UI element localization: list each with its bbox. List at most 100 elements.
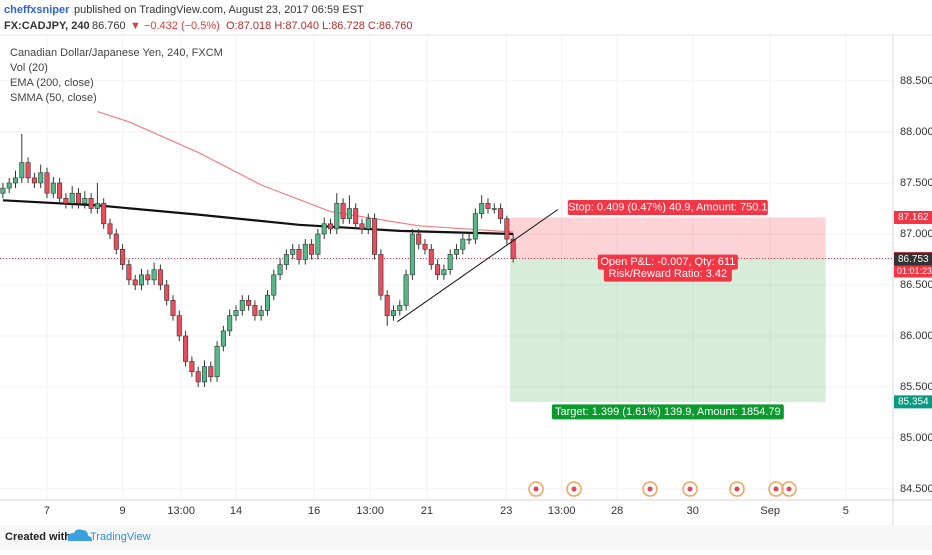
x-tick-label: 13:00 xyxy=(548,505,576,517)
candle-body xyxy=(327,223,333,230)
candle-body xyxy=(157,269,163,286)
y-tick-label: 88.500 xyxy=(900,75,932,87)
countdown: 01:01:23 xyxy=(897,266,932,276)
countdown-box xyxy=(894,265,932,278)
published-note: published on TradingView.com, August 23,… xyxy=(74,4,364,16)
candle-body xyxy=(409,233,415,276)
candle-body xyxy=(428,248,434,265)
candle-body xyxy=(201,366,207,383)
candle-body xyxy=(214,345,220,378)
candle-body xyxy=(315,233,321,255)
target-label: Target: 1.399 (1.61%) 139.9, Amount: 185… xyxy=(555,406,781,418)
pnl-label: Open P&L: -0.007, Qty: 611 xyxy=(600,256,735,268)
candle-body xyxy=(107,223,113,235)
candle-body xyxy=(353,208,359,225)
price-tag: 87.162 xyxy=(898,212,929,223)
indicator-label: Vol (20) xyxy=(10,62,48,74)
x-tick-label: 9 xyxy=(120,505,126,517)
price-tag-box xyxy=(894,210,932,224)
candle-body xyxy=(365,218,371,230)
x-tick-label: 28 xyxy=(611,505,623,517)
candle-body xyxy=(359,223,365,230)
y-tick-label: 87.500 xyxy=(900,177,932,189)
candle-body xyxy=(435,264,441,276)
candle-body xyxy=(290,248,296,255)
candle-body xyxy=(334,203,340,230)
candle-body xyxy=(138,274,144,286)
publisher[interactable]: cheffxsniper xyxy=(4,4,70,16)
candle-body xyxy=(384,294,390,316)
y-tick-label: 86.000 xyxy=(900,330,932,342)
candle-body xyxy=(510,238,516,259)
candle-body xyxy=(491,208,497,210)
event-icon xyxy=(768,481,784,497)
y-tick-label: 84.500 xyxy=(900,483,932,495)
candle-body xyxy=(264,294,270,311)
candle-body xyxy=(0,187,6,194)
candle-body xyxy=(346,208,352,219)
candle-body xyxy=(271,274,277,296)
candle-body xyxy=(120,248,126,265)
candle-body xyxy=(88,197,94,209)
candle-body xyxy=(485,203,491,209)
indicator-line xyxy=(97,111,514,233)
candle-body xyxy=(296,248,302,260)
candle-body xyxy=(252,305,258,316)
candle-body xyxy=(378,254,384,296)
candle-body xyxy=(82,197,88,204)
target-label-box xyxy=(551,404,784,420)
candle-body xyxy=(164,284,170,301)
candle-body xyxy=(12,177,19,184)
stop-label-box xyxy=(567,199,768,215)
candle-body xyxy=(208,366,214,378)
brand-name[interactable]: TradingView xyxy=(90,531,151,543)
x-tick-label: 13:00 xyxy=(356,505,384,517)
candle-body xyxy=(69,192,75,204)
candle-body xyxy=(277,264,283,276)
candle-body xyxy=(504,218,510,240)
x-tick-label: 7 xyxy=(44,505,50,517)
candle-body xyxy=(453,248,459,255)
plot: Stop: 0.409 (0.47%) 40.9, Amount: 750.1 O… xyxy=(0,111,893,420)
price-tag: 86.753 xyxy=(898,254,929,265)
candle-body xyxy=(94,203,100,209)
candle-body xyxy=(460,238,466,250)
candle-body xyxy=(57,182,63,199)
candle-body xyxy=(195,371,201,383)
candle-body xyxy=(19,162,25,179)
brand-logo xyxy=(67,529,92,541)
trend-line xyxy=(397,209,559,323)
event-icon xyxy=(781,481,797,497)
pnl-label-box xyxy=(597,254,738,270)
price-change: ▼ −0.432 (−0.5%) xyxy=(130,20,220,32)
footer-text: Created with xyxy=(5,531,71,543)
x-tick-label: 23 xyxy=(500,505,512,517)
price-tag: 85.354 xyxy=(898,397,929,408)
candle-body xyxy=(441,269,447,276)
candle-body xyxy=(397,305,403,311)
candle-body xyxy=(372,218,378,255)
footer-bar xyxy=(0,525,932,550)
event-dots xyxy=(533,486,792,492)
target-zone xyxy=(510,259,826,402)
x-tick-label: 14 xyxy=(230,505,242,517)
y-tick-label: 87.000 xyxy=(900,228,932,240)
candle-body xyxy=(75,192,82,204)
indicator-label: EMA (200, close) xyxy=(10,77,94,89)
ohlc: O:87.018 H:87.040 L:86.728 C:86.760 xyxy=(226,20,413,32)
candle-body xyxy=(472,213,478,240)
candle-body xyxy=(403,274,409,306)
candle-body xyxy=(479,203,485,214)
price-tag-box xyxy=(894,395,932,409)
candle-body xyxy=(246,299,252,306)
candle-body xyxy=(498,208,504,219)
candle-body xyxy=(63,197,69,204)
y-tick-label: 86.500 xyxy=(900,279,932,291)
x-tick-label: 30 xyxy=(687,505,699,517)
candle-body xyxy=(132,279,138,286)
candle-body xyxy=(302,243,308,260)
y-tick-label: 85.000 xyxy=(900,432,932,444)
candle-body xyxy=(321,223,327,235)
